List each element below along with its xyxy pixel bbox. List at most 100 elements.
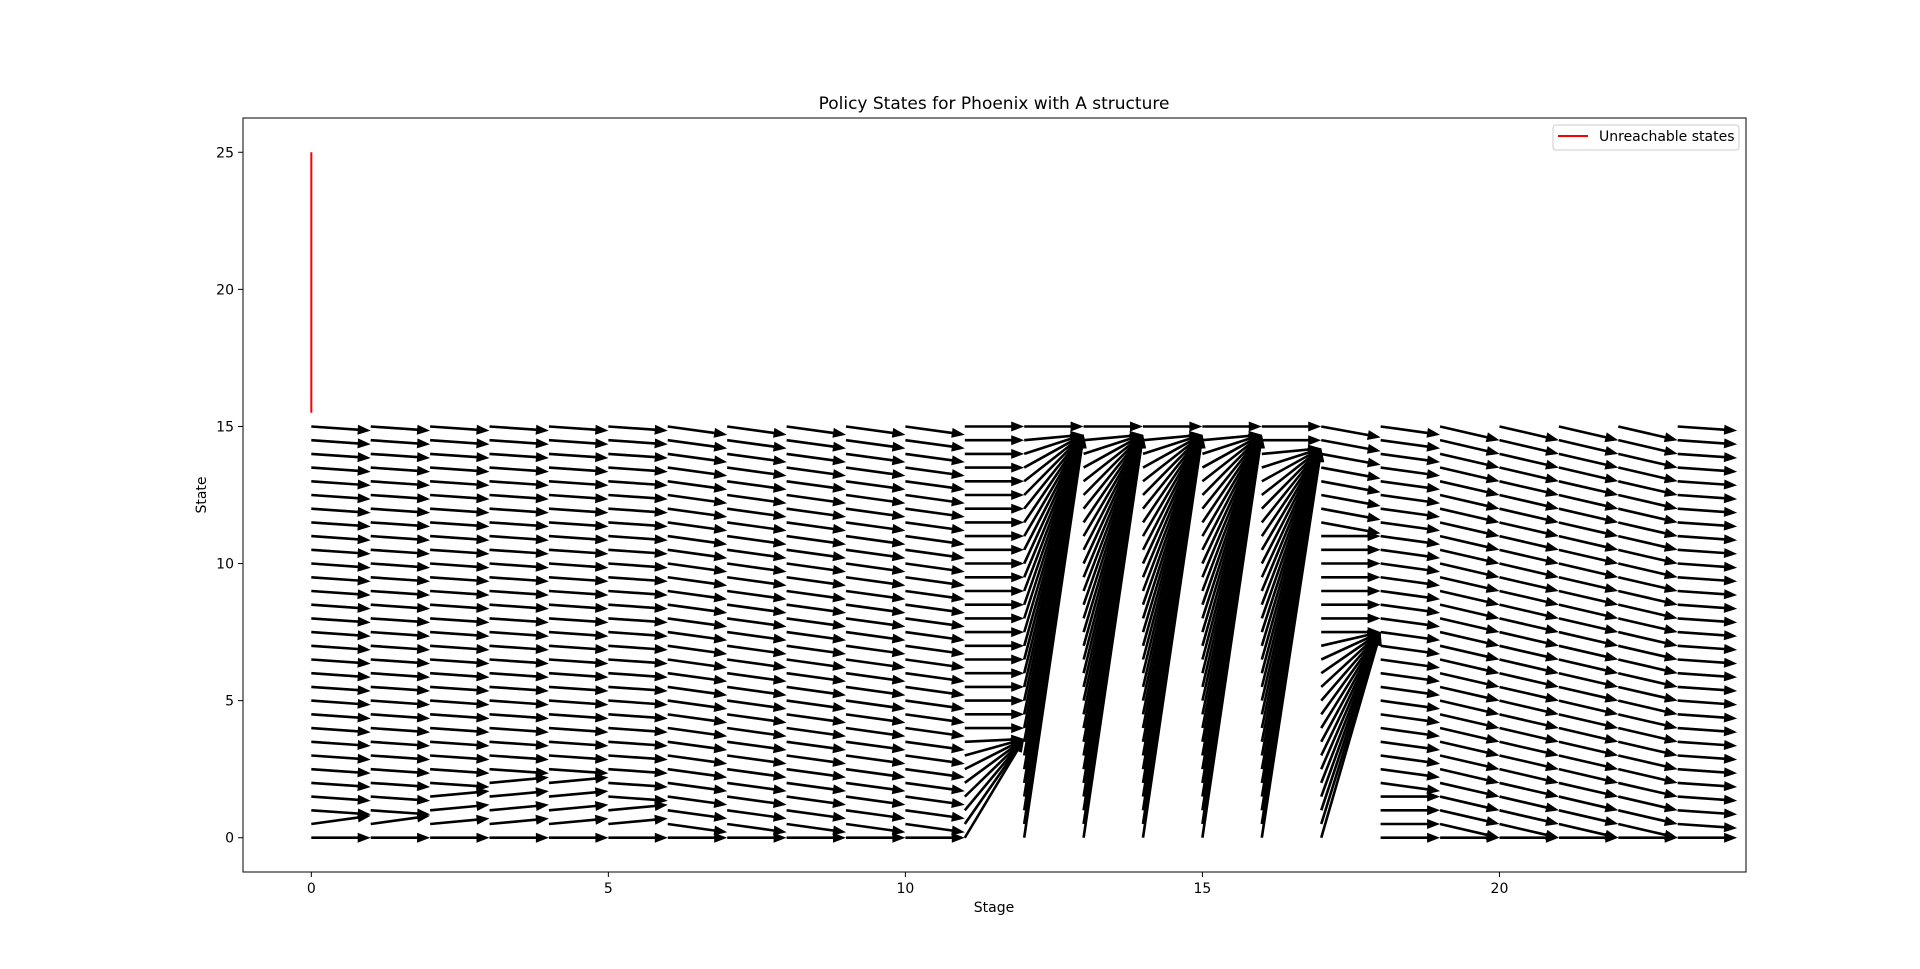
policy-arrow: [1439, 589, 1500, 607]
policy-arrow: [1023, 434, 1084, 565]
policy-arrow: [311, 479, 371, 490]
policy-arrow: [311, 781, 371, 792]
policy-arrow: [1499, 832, 1559, 843]
policy-arrow: [1260, 448, 1324, 715]
policy-arrow: [1677, 452, 1738, 463]
policy-arrow: [1380, 630, 1441, 644]
policy-arrow: [1141, 434, 1205, 701]
policy-arrow: [1677, 657, 1738, 668]
policy-arrow: [1677, 794, 1738, 805]
policy-arrow: [964, 654, 1025, 665]
policy-arrow: [727, 685, 787, 699]
policy-arrow: [608, 712, 668, 723]
policy-arrow: [727, 576, 787, 589]
policy-arrow: [548, 589, 609, 600]
policy-arrow: [311, 493, 371, 504]
policy-arrow: [727, 795, 787, 808]
policy-arrow: [1499, 480, 1559, 497]
policy-arrow: [430, 493, 490, 504]
policy-arrow: [1439, 822, 1500, 840]
policy-arrow: [1558, 795, 1619, 813]
policy-arrow: [430, 657, 490, 668]
policy-arrow: [1618, 672, 1678, 689]
policy-arrow: [430, 740, 490, 750]
policy-arrow: [1023, 434, 1084, 537]
policy-arrow: [786, 493, 846, 507]
policy-arrow: [489, 630, 549, 641]
policy-arrow: [786, 480, 846, 493]
policy-arrow: [727, 452, 787, 466]
policy-arrow: [1677, 493, 1738, 504]
policy-arrow: [370, 424, 431, 435]
policy-arrow: [1439, 576, 1500, 593]
policy-arrow: [1618, 630, 1678, 648]
policy-arrow: [489, 726, 549, 737]
policy-arrow: [1439, 672, 1500, 689]
policy-arrow: [845, 603, 906, 617]
policy-arrow: [430, 630, 490, 641]
policy-arrow: [1380, 466, 1441, 479]
policy-arrow: [548, 740, 609, 750]
policy-arrow: [1439, 534, 1500, 552]
policy-arrow: [1082, 434, 1143, 551]
policy-arrow: [964, 709, 1025, 720]
policy-arrow: [489, 602, 549, 613]
policy-arrow: [1261, 435, 1322, 446]
policy-arrow: [1558, 781, 1619, 799]
policy-arrow: [1321, 438, 1381, 454]
policy-arrow: [727, 809, 787, 822]
policy-arrow: [1380, 658, 1441, 671]
policy-arrow: [786, 507, 846, 521]
policy-arrow: [1201, 434, 1263, 619]
policy-arrow: [1558, 589, 1619, 607]
policy-arrow: [548, 438, 609, 449]
policy-arrow: [1082, 434, 1143, 565]
policy-arrow: [1380, 534, 1441, 548]
policy-arrow: [964, 448, 1025, 459]
policy-arrow: [1558, 713, 1619, 730]
policy-arrow: [548, 787, 609, 798]
policy-arrow: [1083, 421, 1143, 432]
policy-arrow: [963, 739, 1025, 798]
policy-arrow: [311, 808, 371, 819]
policy-arrow: [608, 753, 668, 764]
policy-arrow: [489, 520, 549, 531]
policy-arrow: [1499, 576, 1559, 593]
policy-arrow: [1558, 493, 1619, 511]
policy-arrow: [1439, 603, 1500, 621]
policy-arrow: [1201, 434, 1262, 469]
y-axis-label: State: [194, 476, 210, 513]
policy-arrow: [667, 630, 728, 644]
policy-arrow: [1082, 434, 1145, 688]
policy-arrow: [1201, 434, 1262, 496]
policy-arrow: [1677, 616, 1738, 627]
policy-arrow: [548, 452, 609, 463]
policy-arrow: [905, 644, 965, 658]
policy-arrow: [1260, 448, 1324, 797]
policy-arrow: [548, 602, 609, 613]
policy-arrow: [786, 576, 846, 589]
policy-arrow: [430, 712, 490, 723]
policy-arrow: [786, 809, 846, 822]
policy-arrow: [727, 767, 787, 781]
policy-arrow: [489, 671, 549, 682]
policy-arrow: [727, 425, 787, 438]
policy-arrow: [1261, 444, 1322, 456]
policy-arrow: [311, 465, 371, 476]
policy-arrow: [1082, 434, 1143, 496]
policy-arrow: [1618, 740, 1678, 758]
policy-arrow: [1321, 507, 1381, 523]
policy-arrow: [1558, 521, 1619, 539]
policy-arrow: [845, 425, 906, 438]
policy-arrow: [1321, 544, 1381, 555]
policy-arrow: [1201, 434, 1262, 551]
policy-arrow: [905, 671, 965, 685]
policy-arrow: [1380, 562, 1441, 575]
policy-arrow: [608, 424, 668, 435]
policy-arrow: [727, 562, 787, 575]
policy-arrow: [964, 544, 1025, 555]
policy-arrow: [311, 726, 371, 737]
policy-arrow: [1143, 421, 1203, 432]
policy-arrow: [964, 627, 1025, 638]
policy-arrow: [1499, 452, 1559, 470]
